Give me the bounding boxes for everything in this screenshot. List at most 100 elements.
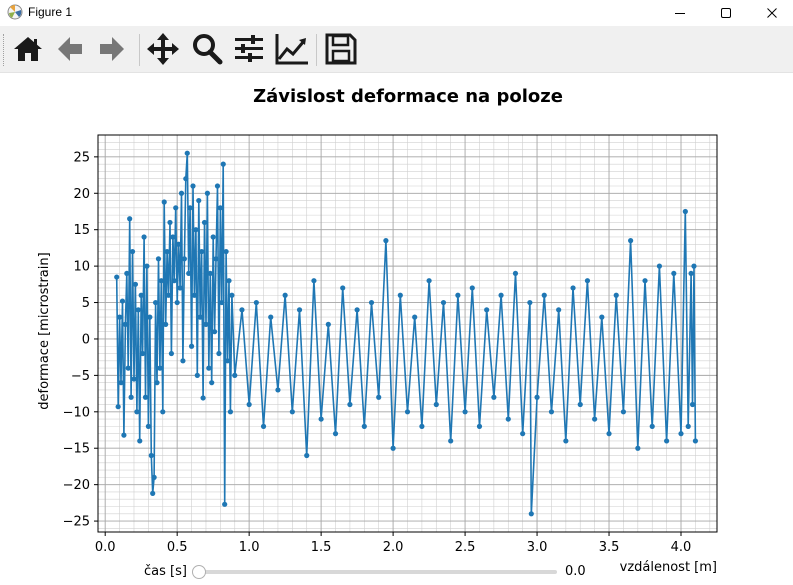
data-point [119, 298, 126, 304]
close-button[interactable] [749, 0, 793, 26]
data-point [163, 321, 169, 327]
data-point [180, 358, 186, 364]
data-point [161, 199, 167, 205]
data-point [688, 270, 694, 277]
minimize-icon [675, 13, 685, 14]
minimize-button[interactable] [657, 0, 703, 26]
data-point [433, 401, 439, 408]
y-tick-label: 25 [73, 150, 90, 165]
y-tick-label: −15 [63, 442, 90, 457]
data-point [304, 452, 310, 459]
subplots-button[interactable] [231, 31, 267, 67]
data-point [577, 401, 583, 408]
x-tick-label: 1.5 [311, 540, 332, 555]
data-point [129, 248, 136, 255]
data-point [512, 270, 519, 277]
data-point [325, 321, 331, 327]
data-point [121, 432, 127, 438]
data-point [528, 511, 534, 517]
close-icon [767, 8, 777, 18]
axes-button[interactable] [274, 31, 310, 67]
data-point [157, 365, 163, 371]
y-tick-label: 20 [73, 187, 90, 202]
data-point [260, 423, 267, 429]
data-point [191, 292, 198, 298]
data-point [200, 395, 206, 401]
axes-frame [97, 134, 718, 533]
data-point [118, 380, 124, 386]
data-point [556, 307, 562, 313]
arrow-left-icon [58, 37, 82, 61]
data-point [142, 394, 149, 400]
data-point [685, 423, 691, 429]
data-point [318, 416, 324, 422]
data-point [138, 292, 144, 298]
data-point [332, 431, 339, 437]
y-tick-label: 5 [82, 296, 90, 311]
data-point [178, 190, 185, 196]
data-point [145, 423, 151, 429]
data-point [193, 227, 199, 233]
arrow-right-icon [100, 37, 124, 61]
matplotlib-app-icon [7, 4, 23, 20]
data-point [229, 292, 235, 298]
data-point [165, 292, 172, 298]
pan-button[interactable] [145, 31, 181, 67]
back-button[interactable] [52, 31, 88, 67]
time-slider-value: 0.0 [565, 564, 586, 579]
x-tick-label: 0.0 [95, 540, 116, 555]
save-button[interactable] [323, 31, 359, 67]
home-button[interactable] [10, 31, 46, 67]
y-tick-label: 0 [82, 332, 90, 347]
navigation-toolbar [0, 26, 793, 73]
data-point [167, 219, 173, 226]
data-point [148, 452, 154, 459]
data-point [505, 416, 511, 422]
data-point [188, 343, 195, 349]
chart-canvas[interactable]: 0.0 0.5 1.0 1.5 2.0 2.5 3.0 3.5 4.0 −25 −20 −15 −10… [0, 72, 793, 562]
data-point [282, 292, 288, 298]
forward-button[interactable] [94, 31, 130, 67]
data-point [534, 394, 540, 400]
data-point [173, 205, 179, 211]
data-point [158, 278, 164, 284]
toolbar-separator [316, 34, 317, 66]
time-slider-track[interactable] [199, 570, 557, 574]
data-point [484, 307, 490, 313]
y-tick-label: 10 [73, 260, 90, 275]
toolbar-separator [139, 34, 140, 66]
data-point [201, 219, 208, 226]
data-point [682, 208, 688, 215]
x-tick-label: 1.0 [239, 540, 260, 555]
data-point [209, 380, 215, 386]
data-point [289, 409, 295, 415]
time-slider-handle[interactable] [192, 565, 206, 579]
maximize-button[interactable] [703, 0, 749, 26]
y-tick-label: −25 [63, 515, 90, 530]
x-tick-label: 2.0 [383, 540, 404, 555]
data-point [635, 445, 641, 451]
data-point [222, 501, 228, 507]
data-point [115, 404, 121, 410]
data-point [678, 431, 684, 437]
toolbar-grip[interactable] [3, 34, 7, 66]
home-icon [14, 37, 42, 61]
data-point [462, 409, 468, 415]
data-point [296, 307, 303, 313]
data-point [220, 161, 226, 167]
y-tick-label: −20 [63, 478, 90, 493]
zoom-button[interactable] [189, 31, 225, 67]
data-point [216, 350, 222, 357]
data-point [383, 238, 389, 244]
data-point [689, 401, 696, 408]
data-point [606, 431, 612, 437]
data-point [206, 365, 212, 371]
data-point [253, 299, 259, 306]
data-point [361, 423, 367, 429]
data-point [419, 423, 425, 429]
data-point [664, 438, 670, 444]
data-point [135, 307, 141, 313]
data-point [239, 307, 245, 313]
data-point [141, 234, 147, 240]
floppy-disk-icon [325, 33, 357, 65]
